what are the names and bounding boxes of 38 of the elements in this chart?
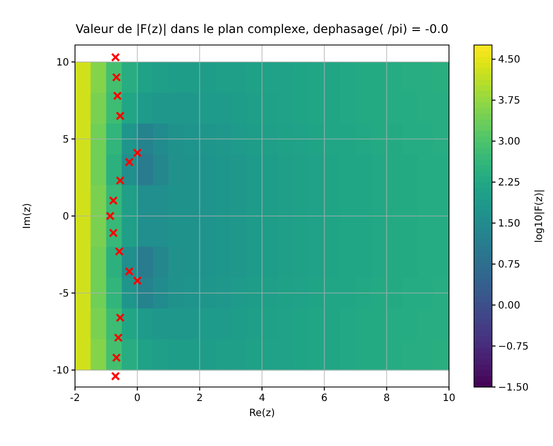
x-tick-label: 8 <box>383 393 390 404</box>
color-bar-label: 3.00 <box>498 136 520 148</box>
color-bar-label: 4.50 <box>498 54 520 66</box>
x-tick-label: 2 <box>196 393 203 404</box>
y-tick-label: -10 <box>52 366 69 377</box>
color-bar-label: 0.75 <box>498 260 520 271</box>
x-tick-label: 6 <box>321 393 328 404</box>
color-bar-label: 2.25 <box>498 178 520 189</box>
x-axis-title: Re(z) <box>249 408 275 419</box>
point <box>111 52 120 62</box>
x-tick-label: 0 <box>134 393 141 404</box>
chart-title: Valeur de |F(z)| dans le plan complexe, dephasage( /pi) = -0.0 <box>76 22 448 36</box>
point <box>116 313 125 322</box>
color-bar-label: −1.50 <box>498 382 529 394</box>
point <box>132 148 142 158</box>
color-bar-label: −0.75 <box>498 342 529 353</box>
x-tick-label: 10 <box>442 393 456 404</box>
point <box>106 212 115 220</box>
point <box>112 91 122 100</box>
color-bar-title: log10|F(z)| <box>534 189 545 243</box>
color-bar-label: 1.50 <box>498 218 520 230</box>
point <box>111 372 120 381</box>
x-tick-label: -2 <box>70 393 80 404</box>
color-bar-label: 0.00 <box>498 300 520 312</box>
y-axis-title: Im(z) <box>22 203 33 229</box>
point <box>114 246 124 256</box>
x-tick-label: 4 <box>258 393 266 404</box>
y-tick-label: 0 <box>62 212 69 222</box>
y-tick-label: -5 <box>59 288 69 300</box>
y-tick-label: 5 <box>62 134 69 146</box>
point <box>132 276 142 286</box>
color-bar-label: 3.75 <box>498 96 520 107</box>
point <box>116 111 125 120</box>
point <box>116 176 125 186</box>
point <box>124 158 134 167</box>
y-tick-label: 10 <box>56 57 69 68</box>
point <box>124 266 134 276</box>
point <box>114 333 123 342</box>
